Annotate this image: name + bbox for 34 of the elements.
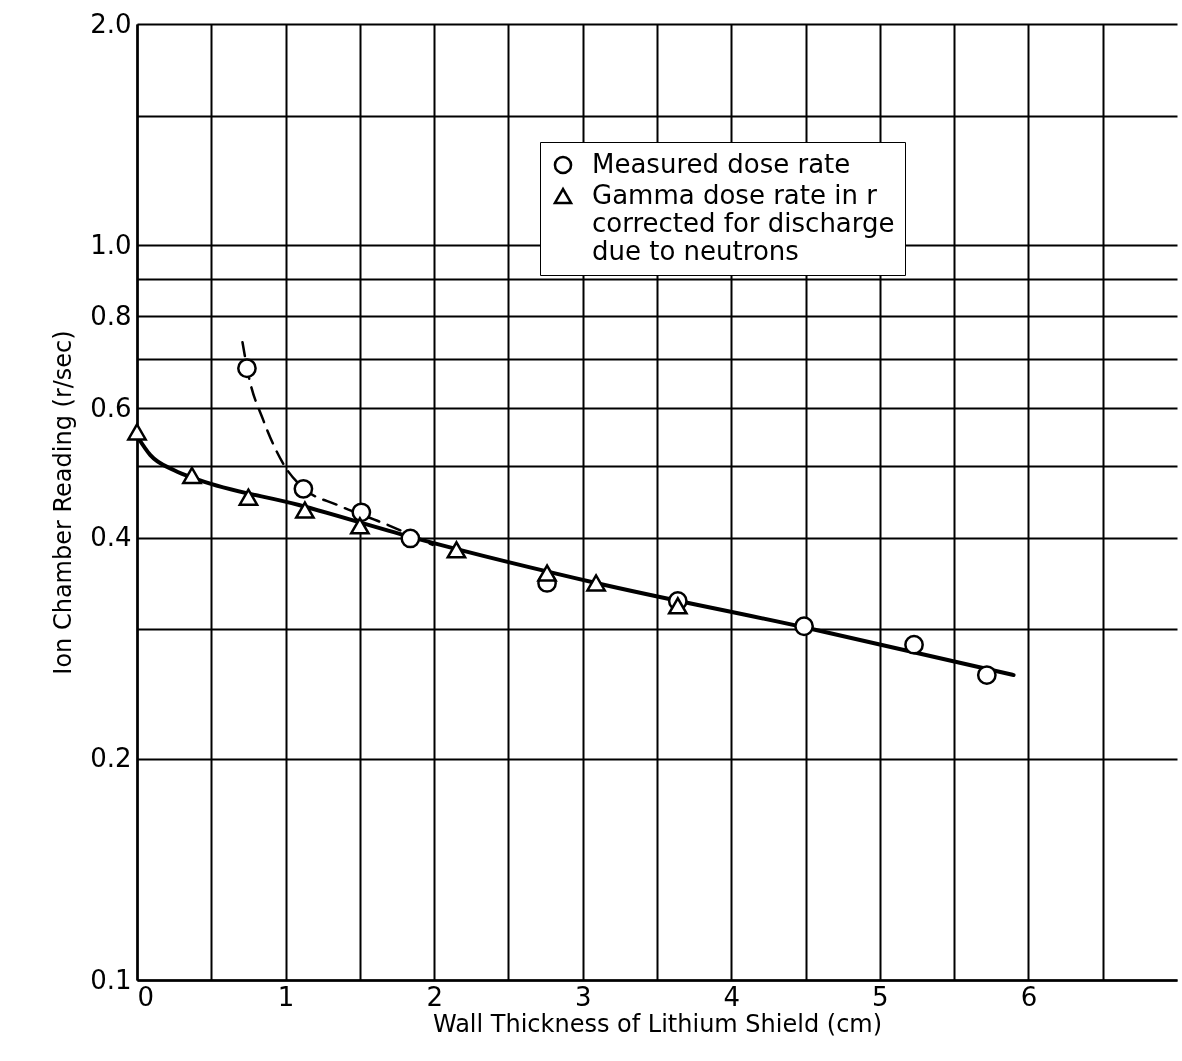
point <box>182 466 202 485</box>
legend-label: Gamma dose rate in r corrected for discharge due to neutrons <box>592 180 895 266</box>
y-tick-label: 2.0 <box>90 8 132 39</box>
x-tick-label: 1 <box>277 981 295 1012</box>
point <box>976 665 997 685</box>
x-tick-label: 3 <box>574 981 592 1012</box>
x-tick-label: 2 <box>426 981 443 1012</box>
y-tick-label: 0.1 <box>90 964 132 995</box>
point <box>238 488 259 506</box>
x-tick-label: 4 <box>723 981 741 1012</box>
y-tick-label: 1.0 <box>90 229 132 260</box>
point <box>351 502 372 523</box>
point <box>667 597 688 615</box>
y-tick-label: 0.2 <box>90 743 132 774</box>
point <box>904 634 924 655</box>
legend-label: Measured dose rate <box>592 149 851 179</box>
point <box>294 501 315 519</box>
y-tick-label: 0.6 <box>90 392 132 423</box>
point <box>237 358 257 379</box>
y-tick-label: 0.8 <box>90 300 132 331</box>
point <box>400 528 421 549</box>
y-tick-label: 0.4 <box>90 522 132 553</box>
point <box>446 541 467 559</box>
x-tick-label: 0 <box>137 981 155 1012</box>
point <box>794 616 814 637</box>
point <box>349 517 370 535</box>
x-tick-label: 6 <box>1020 981 1038 1012</box>
point <box>127 423 147 441</box>
x-tick-label: 5 <box>872 981 889 1012</box>
point <box>586 574 606 592</box>
point <box>293 478 314 499</box>
y-axis-title: Ion Chamber Reading (r/sec) <box>49 330 78 675</box>
x-axis-title: Wall Thickness of Lithium Shield (cm) <box>432 1009 883 1038</box>
point <box>537 564 557 582</box>
